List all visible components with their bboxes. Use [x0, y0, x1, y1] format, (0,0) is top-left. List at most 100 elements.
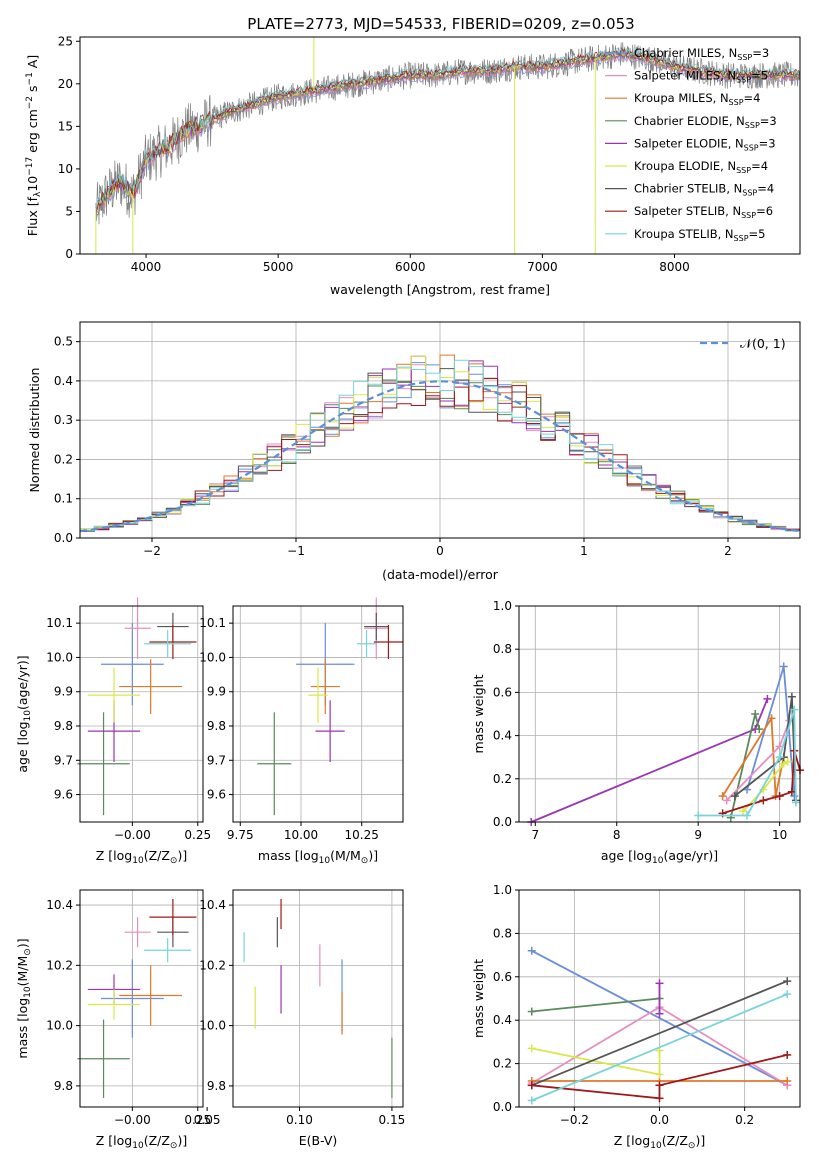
weight-line-chabrier_stelib — [531, 980, 788, 1087]
y-axis-label: age [log10(age/yr)] — [15, 655, 33, 772]
x-tick-label: 10.25 — [345, 828, 379, 842]
spectrum-panel: 4000 5000 6000 7000 8000 0 5 10 15 20 25 Chabrier M… — [25, 34, 801, 297]
y-tick-label: 15 — [58, 119, 73, 133]
x-tick-label: 9 — [694, 828, 702, 842]
y-axis-label: mass weight — [471, 959, 486, 1038]
x-tick-label: 0.25 — [184, 1113, 211, 1127]
y-tick-label: 9.6 — [207, 788, 226, 802]
mass_vs_Z-marks — [77, 899, 197, 1098]
y-tick-label: 0.6 — [493, 970, 512, 984]
axes-frame — [79, 889, 204, 1108]
axes-frame — [79, 605, 204, 823]
x-tick-label: 0 — [436, 544, 444, 558]
model-line-salpeter_stelib — [95, 47, 800, 211]
age_vs_Z-panel: −0.00 0.25 9.6 9.7 9.8 9.9 10.0 10.1 Z [log10(Z/… — [15, 597, 211, 866]
y-tick-label: 10.1 — [46, 616, 73, 630]
x-tick-label: −0.00 — [114, 1113, 151, 1127]
y-tick-label: 9.6 — [54, 788, 73, 802]
mass_vs_Z-panel: −0.00 0.25 9.8 10.0 10.2 10.4 Z [log10(Z/Z⊙)] m… — [15, 889, 211, 1151]
model-line-chabrier_stelib — [95, 48, 800, 215]
x-tick-label: −0.2 — [560, 1113, 589, 1127]
y-tick-label: 0.5 — [54, 335, 73, 349]
model-line-kroupa_stelib — [95, 47, 800, 212]
figure-title: PLATE=2773, MJD=54533, FIBERID=0209, z=0… — [247, 15, 634, 33]
y-tick-label: 0.0 — [54, 531, 73, 545]
y-tick-label: 9.7 — [207, 753, 226, 767]
y-tick-label: 9.9 — [54, 685, 73, 699]
axes-frame — [232, 605, 404, 823]
x-tick-label: 0.15 — [379, 1113, 406, 1127]
y-tick-label: 1.0 — [493, 883, 512, 897]
y-axis-label: Normed distribution — [27, 368, 42, 493]
y-tick-label: 9.8 — [207, 719, 226, 733]
x-tick-label: 0.2 — [735, 1113, 754, 1127]
y-tick-label: 10.2 — [199, 958, 226, 972]
x-tick-label: 6000 — [395, 260, 426, 274]
x-tick-label: 9.75 — [227, 828, 254, 842]
y-tick-label: 0.3 — [54, 413, 73, 427]
x-tick-label: 1 — [580, 544, 588, 558]
x-tick-label: 4000 — [131, 260, 162, 274]
y-tick-label: 10.4 — [199, 898, 226, 912]
y-tick-label: 0.0 — [493, 815, 512, 829]
y-tick-label: 20 — [58, 77, 73, 91]
y-tick-label: 10.0 — [199, 1019, 226, 1033]
legend-label: 𝒩(0, 1) — [740, 336, 786, 351]
legend-label: Chabrier STELIB, NSSP=4 — [634, 182, 774, 198]
x-tick-label: 0.05 — [194, 1113, 221, 1127]
y-axis-label: Flux [fλ10−17 erg cm−2 s−1 A] — [25, 55, 43, 236]
x-tick-label: −1 — [287, 544, 305, 558]
y-tick-label: 0.2 — [54, 452, 73, 466]
x-axis-label: (data-model)/error — [382, 567, 499, 582]
y-tick-label: 9.9 — [207, 685, 226, 699]
x-tick-label: −2 — [143, 544, 161, 558]
residual_hist-marks — [80, 354, 800, 533]
x-tick-label: 8 — [613, 828, 621, 842]
x-tick-label: 0.25 — [184, 828, 211, 842]
y-tick-label: 1.0 — [493, 599, 512, 613]
x-tick-label: 2 — [724, 544, 732, 558]
mass_vs_ebv-marks — [243, 899, 393, 1098]
legend: Chabrier MILES, NSSP=3 Salpeter MILES, NS… — [605, 46, 777, 243]
legend-label: Kroupa MILES, NSSP=4 — [634, 91, 760, 107]
legend-label: Kroupa ELODIE, NSSP=4 — [634, 159, 768, 175]
y-tick-label: 0.2 — [493, 772, 512, 786]
legend-label: Chabrier ELODIE, NSSP=3 — [634, 114, 777, 130]
histogram-step-salpeter_stelib — [80, 378, 800, 532]
y-tick-label: 0.6 — [493, 685, 512, 699]
x-tick-label: 7000 — [527, 260, 558, 274]
spectrum-data-line — [95, 42, 800, 225]
x-tick-label: 7 — [531, 828, 539, 842]
y-tick-label: 0.8 — [493, 926, 512, 940]
x-tick-label: 8000 — [659, 260, 690, 274]
weight-line-salpeter_stelib — [531, 1054, 788, 1100]
spectrum-marks — [95, 37, 800, 254]
y-tick-label: 9.8 — [54, 719, 73, 733]
y-tick-label: 10.0 — [199, 650, 226, 664]
weight-line-kroupa_stelib — [698, 709, 797, 817]
weight-line-kroupa_miles — [721, 715, 785, 797]
residual_hist-panel: −2 −1 0 1 2 0.0 0.1 0.2 0.3 0.4 0.5 𝒩(0, 1) (data-mo… — [27, 321, 801, 582]
weight-line-kroupa_elodie — [531, 1047, 661, 1076]
x-axis-label: Z [log10(Z/Z⊙)] — [96, 848, 187, 866]
x-axis-label: E(B-V) — [299, 1133, 338, 1148]
x-tick-label: 10.00 — [284, 828, 318, 842]
x-axis-label: wavelength [Angstrom, rest frame] — [330, 282, 550, 297]
histogram-step-chabrier_stelib — [80, 368, 800, 532]
y-tick-label: 0.4 — [493, 729, 512, 743]
y-tick-label: 0.0 — [493, 1100, 512, 1114]
age_vs_Z-marks — [77, 597, 197, 816]
axes-frame — [518, 605, 801, 823]
y-tick-label: 0.4 — [493, 1013, 512, 1027]
y-tick-label: 0.8 — [493, 642, 512, 656]
weight-line-kroupa_stelib — [531, 993, 788, 1102]
y-tick-label: 10.1 — [199, 616, 226, 630]
x-tick-label: 0.0 — [650, 1113, 669, 1127]
histogram-step-kroupa_stelib — [80, 359, 800, 532]
x-axis-label: age [log10(age/yr)] — [601, 848, 718, 866]
weight-line-kroupa_elodie — [742, 760, 789, 812]
age_vs_mass-panel: 9.75 10.00 10.25 9.6 9.7 9.8 9.9 10.0 10.1 mass [… — [199, 597, 404, 866]
y-tick-label: 5 — [65, 204, 73, 218]
normal-curve — [80, 380, 800, 533]
